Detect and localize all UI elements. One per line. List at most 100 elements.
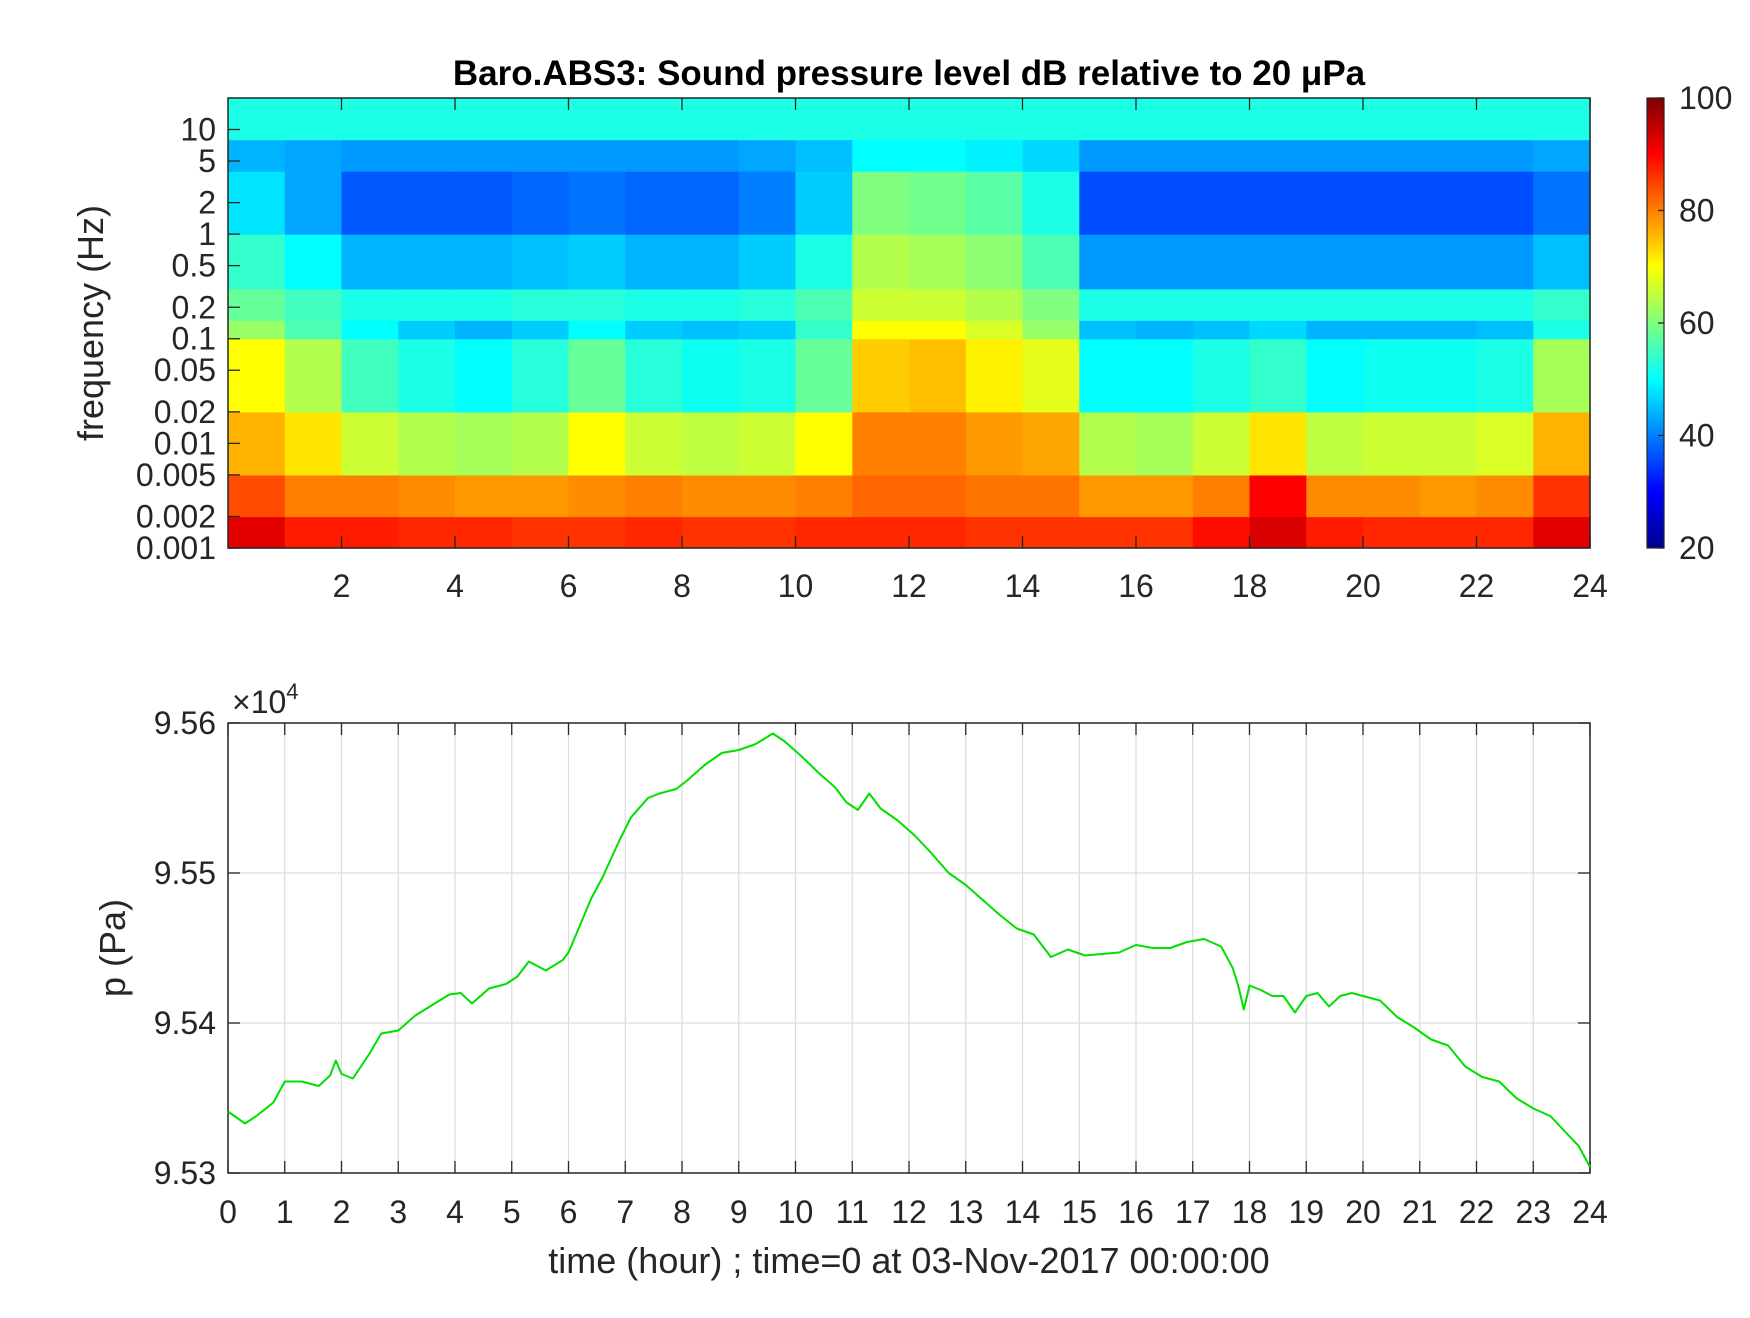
pressure-y-ticks: 9.53 9.54 9.55 9.56: [154, 705, 1590, 1191]
heatmap-cell-2-23: [1533, 411, 1591, 476]
heatmap-cell-8-11: [852, 139, 910, 172]
pressure-x-tick-label: 3: [389, 1194, 407, 1230]
heatmap-cell-9-2: [341, 98, 399, 141]
pressure-x-tick-label: 22: [1459, 1194, 1495, 1230]
heatmap-cell-4-17: [1192, 320, 1251, 340]
heatmap-cell-9-7: [625, 98, 683, 141]
heatmap-cell-8-0: [228, 139, 286, 172]
heatmap-cell-1-20: [1363, 474, 1421, 518]
heatmap-cell-6-23: [1533, 234, 1591, 290]
spectrogram-y-tick-label: 10: [180, 111, 216, 147]
spectrogram-y-tick-label: 0.01: [154, 425, 216, 461]
spectrogram-x-tick-label: 14: [1005, 568, 1041, 604]
heatmap-cell-1-6: [568, 474, 626, 518]
heatmap-cell-3-23: [1533, 338, 1591, 413]
spectrogram-x-tick-label: 20: [1345, 568, 1381, 604]
pressure-x-tick-label: 12: [891, 1194, 927, 1230]
heatmap-cell-6-17: [1192, 234, 1251, 290]
heatmap-cell-0-20: [1363, 516, 1421, 549]
heatmap-cell-1-16: [1136, 474, 1194, 518]
heatmap-cell-5-0: [228, 288, 286, 321]
heatmap-cell-3-15: [1079, 338, 1137, 413]
heatmap-cell-7-3: [398, 171, 456, 235]
spectrogram-y-tick-label: 0.2: [172, 289, 216, 325]
spectrogram-plot: 2 4 6 8 10 12 14 16 18 20 22 24 0.0010.0020.0050.01…: [70, 54, 1608, 604]
heatmap-cell-8-3: [398, 139, 456, 172]
heatmap-cell-2-17: [1192, 411, 1251, 476]
heatmap-cell-9-8: [682, 98, 740, 141]
heatmap-cell-9-5: [511, 98, 570, 141]
heatmap-cell-4-5: [511, 320, 570, 340]
heatmap-cell-4-13: [965, 320, 1024, 340]
heatmap-cell-7-18: [1249, 171, 1307, 235]
heatmap-cell-5-22: [1476, 288, 1534, 321]
heatmap-cell-2-10: [795, 411, 853, 476]
pressure-x-tick-label: 2: [333, 1194, 351, 1230]
heatmap-cell-6-6: [568, 234, 626, 290]
heatmap-cell-2-1: [284, 411, 343, 476]
pressure-x-tick-label: 11: [836, 1194, 869, 1230]
heatmap-cell-6-0: [228, 234, 286, 290]
heatmap-cell-0-6: [568, 516, 626, 549]
heatmap-cell-4-3: [398, 320, 456, 340]
colorbar-tick-label: 40: [1679, 418, 1715, 454]
heatmap-cell-5-6: [568, 288, 626, 321]
heatmap-cell-2-14: [1022, 411, 1080, 476]
heatmap-cell-9-1: [284, 98, 343, 141]
heatmap-cell-1-23: [1533, 474, 1591, 518]
pressure-x-tick-label: 19: [1288, 1194, 1324, 1230]
heatmap-cell-4-6: [568, 320, 626, 340]
heatmap-cell-5-7: [625, 288, 683, 321]
heatmap-cell-5-20: [1363, 288, 1421, 321]
heatmap-cell-5-21: [1419, 288, 1478, 321]
heatmap-cell-4-19: [1306, 320, 1364, 340]
heatmap-cell-5-1: [284, 288, 343, 321]
pressure-x-tick-label: 0: [219, 1194, 237, 1230]
heatmap-cell-1-8: [682, 474, 740, 518]
y-multiplier: ×104: [232, 679, 299, 720]
heatmap-cell-7-9: [738, 171, 797, 235]
spectrogram-x-tick-label: 22: [1459, 568, 1495, 604]
heatmap-cell-6-13: [965, 234, 1024, 290]
spectrogram-x-tick-label: 8: [673, 568, 691, 604]
spectrogram-y-tick-label: 0.1: [172, 321, 216, 357]
heatmap-cell-3-9: [738, 338, 797, 413]
heatmap-cell-9-20: [1363, 98, 1421, 141]
pressure-grid: [227, 722, 1591, 1174]
colorbar-tick-label: 60: [1679, 305, 1715, 341]
heatmap-cell-8-15: [1079, 139, 1137, 172]
heatmap-cell-5-12: [909, 288, 967, 321]
heatmap-cell-2-18: [1249, 411, 1307, 476]
heatmap-cell-0-12: [909, 516, 967, 549]
pressure-x-tick-label: 23: [1515, 1194, 1551, 1230]
heatmap-cell-7-4: [455, 171, 513, 235]
spectrogram-y-tick-label: 0.02: [154, 394, 216, 430]
heatmap-cell-9-9: [738, 98, 797, 141]
heatmap-cell-8-2: [341, 139, 399, 172]
heatmap-cell-2-12: [909, 411, 967, 476]
heatmap-cell-0-14: [1022, 516, 1080, 549]
heatmap-cell-3-17: [1192, 338, 1251, 413]
heatmap-cell-7-20: [1363, 171, 1421, 235]
pressure-x-tick-label: 6: [560, 1194, 578, 1230]
heatmap-cell-0-16: [1136, 516, 1194, 549]
heatmap-cell-2-20: [1363, 411, 1421, 476]
spectrogram-x-tick-label: 16: [1118, 568, 1154, 604]
spectrogram-y-tick-label: 0.005: [136, 457, 216, 493]
heatmap-cell-0-23: [1533, 516, 1591, 549]
heatmap-cell-9-12: [909, 98, 967, 141]
heatmap-cell-9-22: [1476, 98, 1534, 141]
heatmap-cell-6-2: [341, 234, 399, 290]
heatmap-cell-6-10: [795, 234, 853, 290]
heatmap-cell-1-21: [1419, 474, 1478, 518]
heatmap-cell-4-12: [909, 320, 967, 340]
heatmap-cell-7-23: [1533, 171, 1591, 235]
heatmap-cell-8-14: [1022, 139, 1080, 172]
pressure-x-ticks: 0 1 2 3 4 5 6 7 8 9 10 11 12 13 14 15 16 17 18 19 20 21 22 23 24: [219, 723, 1608, 1230]
heatmap-cell-1-3: [398, 474, 456, 518]
heatmap-cell-0-13: [965, 516, 1024, 549]
heatmap-cell-6-15: [1079, 234, 1137, 290]
heatmap-cell-1-5: [511, 474, 570, 518]
